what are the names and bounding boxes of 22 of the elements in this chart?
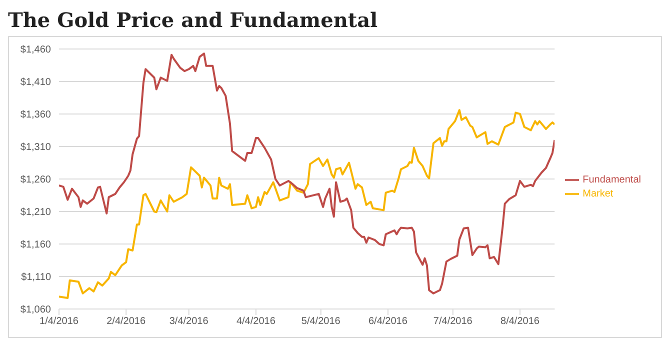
x-tick-label: 8/4/2016: [500, 316, 540, 328]
legend-label: Fundamental: [582, 174, 641, 186]
y-tick-label: $1,260: [20, 174, 52, 186]
y-tick-label: $1,360: [20, 110, 52, 121]
y-tick-label: $1,310: [20, 142, 52, 154]
y-tick-label: $1,210: [20, 207, 52, 218]
x-tick-label: 2/4/2016: [106, 316, 146, 328]
y-tick-label: $1,110: [21, 272, 52, 284]
x-tick-label: 7/4/2016: [433, 316, 473, 328]
line-series: [59, 52, 555, 294]
y-tick-label: $1,410: [20, 77, 52, 88]
x-tick-label: 5/4/2016: [301, 316, 341, 328]
x-tick-label: 4/4/2016: [236, 316, 276, 328]
x-tick-label: 6/4/2016: [368, 316, 408, 328]
y-tick-label: $1,460: [20, 44, 52, 56]
y-tick-label: $1,160: [20, 240, 52, 251]
x-tick-label: 1/4/2016: [40, 316, 79, 328]
chart-title: The Gold Price and Fundamental: [8, 8, 379, 32]
x-tick-label: 3/4/2016: [169, 316, 209, 328]
y-tick-label: $1,060: [20, 304, 52, 316]
legend-label: Market: [582, 188, 614, 200]
line-series: [59, 109, 555, 299]
